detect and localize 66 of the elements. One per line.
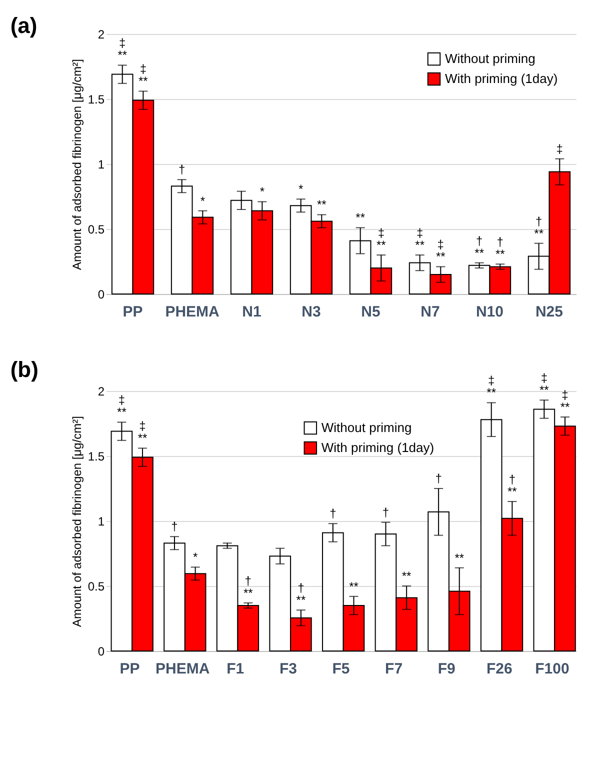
data-label: * xyxy=(192,550,198,564)
data-label: † xyxy=(178,162,186,177)
legend-label: With priming (1day) xyxy=(321,440,434,455)
data-label: ** xyxy=(349,579,359,594)
x-tick-label: N7 xyxy=(420,304,440,320)
legend-label: With priming (1day) xyxy=(445,71,558,86)
data-label: ‡ ** xyxy=(486,374,496,400)
y-tick-label: 1 xyxy=(98,158,105,172)
legend-label: Without priming xyxy=(445,51,536,66)
data-label: ‡ ** xyxy=(118,36,128,62)
data-label: † ** xyxy=(495,235,506,262)
x-tick-label: N1 xyxy=(242,304,262,320)
x-tick-label: N3 xyxy=(302,304,321,320)
legend-label: Without priming xyxy=(321,420,412,435)
x-tick-label: F100 xyxy=(535,660,570,678)
data-label: † xyxy=(435,472,442,486)
x-tick-label: F5 xyxy=(332,660,350,678)
data-label: ** xyxy=(402,569,412,583)
x-tick-label: F3 xyxy=(279,660,297,678)
x-tick-label: PHEMA xyxy=(155,660,210,678)
data-label: † ** xyxy=(508,472,518,498)
data-label: ‡ ** xyxy=(560,388,570,414)
data-label: † ** xyxy=(474,234,484,260)
data-label: ‡ ** xyxy=(436,238,446,264)
y-tick-label: 0.5 xyxy=(88,222,105,236)
y-tick-label: 0 xyxy=(98,644,105,658)
data-label: † ** xyxy=(534,214,544,240)
y-axis-title: Amount of adsorbed fibrinogen [μg/cm²] xyxy=(70,58,84,270)
x-tick-label: F9 xyxy=(438,660,456,678)
chart-title: (a) xyxy=(10,13,38,38)
y-axis-title: Amount of adsorbed fibrinogen [μg/cm²] xyxy=(70,416,84,628)
data-label: ‡ ** xyxy=(539,371,550,398)
data-label: * xyxy=(200,194,206,208)
data-label: ‡ xyxy=(556,142,563,156)
y-tick-label: 1.5 xyxy=(88,450,105,464)
data-label: ** xyxy=(454,550,464,565)
data-label: ‡ ** xyxy=(376,226,386,252)
data-label: ‡ ** xyxy=(138,62,148,88)
data-label: ‡ ** xyxy=(138,419,148,446)
x-tick-label: N10 xyxy=(476,304,504,320)
x-tick-label: PP xyxy=(120,660,140,678)
x-tick-label: N25 xyxy=(535,304,563,320)
y-tick-label: 2 xyxy=(98,384,105,398)
y-tick-label: 1.5 xyxy=(88,92,105,106)
data-label: * xyxy=(298,182,304,196)
x-tick-label: PP xyxy=(122,304,143,320)
data-label: † xyxy=(330,506,336,521)
x-tick-label: N5 xyxy=(361,304,380,320)
y-tick-label: 0.5 xyxy=(88,580,105,594)
x-tick-label: F26 xyxy=(486,660,512,678)
data-label: ** xyxy=(356,210,366,225)
data-label: * xyxy=(260,184,265,199)
y-tick-label: 1 xyxy=(98,514,105,528)
x-tick-label: F1 xyxy=(226,660,244,678)
y-tick-label: 2 xyxy=(98,28,105,42)
data-label: ‡ ** xyxy=(117,393,127,420)
y-tick-label: 0 xyxy=(98,288,105,302)
chart-title: (b) xyxy=(10,357,38,382)
data-label: † ** xyxy=(243,574,254,600)
data-label: ** xyxy=(316,198,327,212)
data-label: † xyxy=(382,505,390,520)
data-label: † ** xyxy=(296,581,306,608)
x-tick-label: F7 xyxy=(385,660,403,678)
data-label: † xyxy=(171,520,178,534)
x-tick-label: PHEMA xyxy=(165,304,220,320)
data-label: ‡ ** xyxy=(415,226,425,252)
